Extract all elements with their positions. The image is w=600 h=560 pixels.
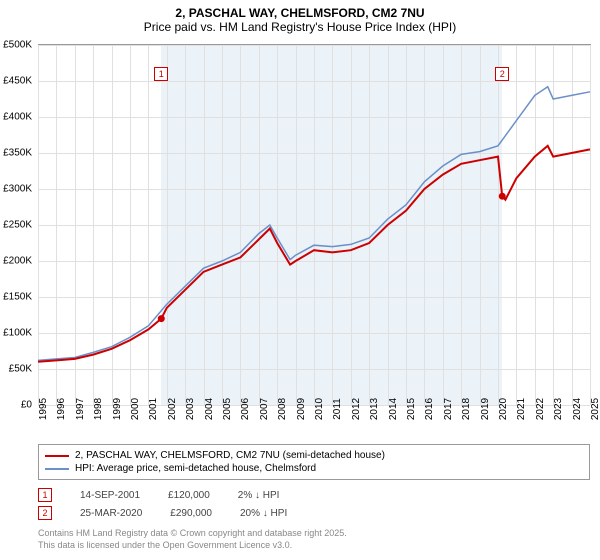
xtick-label: 2002 <box>167 398 178 420</box>
marker-date-1: 14-SEP-2001 <box>80 490 140 501</box>
xtick-label: 2007 <box>259 398 270 420</box>
legend-row-property: 2, PASCHAL WAY, CHELMSFORD, CM2 7NU (sem… <box>45 449 583 462</box>
xtick-label: 2012 <box>351 398 362 420</box>
xtick-label: 1996 <box>56 398 67 420</box>
ytick-label: £400K <box>3 112 32 123</box>
xtick-label: 2008 <box>277 398 288 420</box>
sale-dot <box>499 193 506 200</box>
marker-row-1: 1 14-SEP-2001 £120,000 2% ↓ HPI <box>38 486 590 504</box>
ytick-label: £250K <box>3 220 32 231</box>
xtick-label: 1999 <box>112 398 123 420</box>
legend-label-property: 2, PASCHAL WAY, CHELMSFORD, CM2 7NU (sem… <box>75 450 385 461</box>
marker-date-2: 25-MAR-2020 <box>80 508 142 519</box>
ytick-label: £0 <box>21 400 32 411</box>
xtick-label: 2018 <box>461 398 472 420</box>
line-series <box>38 45 590 405</box>
xtick-label: 2001 <box>148 398 159 420</box>
xtick-label: 2005 <box>222 398 233 420</box>
xtick-label: 2021 <box>516 398 527 420</box>
legend-and-footer: 2, PASCHAL WAY, CHELMSFORD, CM2 7NU (sem… <box>38 444 590 551</box>
marker-badge-1: 1 <box>38 488 52 502</box>
series-hpi <box>38 87 590 361</box>
xtick-label: 2025 <box>590 398 600 420</box>
attribution-line1: Contains HM Land Registry data © Crown c… <box>38 528 590 540</box>
ytick-label: £500K <box>3 40 32 51</box>
xtick-label: 2006 <box>240 398 251 420</box>
series-property <box>38 146 590 362</box>
chart-area: £0£50K£100K£150K£200K£250K£300K£350K£400… <box>38 44 591 405</box>
chart-marker-2: 2 <box>495 67 509 81</box>
xtick-label: 2020 <box>498 398 509 420</box>
xtick-label: 2009 <box>296 398 307 420</box>
xtick-label: 2014 <box>388 398 399 420</box>
chart-container: 2, PASCHAL WAY, CHELMSFORD, CM2 7NU Pric… <box>0 0 600 560</box>
xtick-label: 2000 <box>130 398 141 420</box>
xtick-label: 2010 <box>314 398 325 420</box>
xtick-label: 2015 <box>406 398 417 420</box>
xtick-label: 1995 <box>38 398 49 420</box>
marker-row-2: 2 25-MAR-2020 £290,000 20% ↓ HPI <box>38 504 590 522</box>
xtick-label: 2003 <box>185 398 196 420</box>
xtick-label: 2013 <box>369 398 380 420</box>
xtick-label: 2023 <box>553 398 564 420</box>
legend-row-hpi: HPI: Average price, semi-detached house,… <box>45 462 583 475</box>
ytick-label: £450K <box>3 76 32 87</box>
marker-price-1: £120,000 <box>168 490 210 501</box>
title-subtitle: Price paid vs. HM Land Registry's House … <box>0 20 600 34</box>
xtick-label: 1998 <box>93 398 104 420</box>
legend-frame: 2, PASCHAL WAY, CHELMSFORD, CM2 7NU (sem… <box>38 444 590 480</box>
ytick-label: £100K <box>3 328 32 339</box>
xtick-label: 1997 <box>75 398 86 420</box>
xtick-label: 2004 <box>204 398 215 420</box>
marker-delta-1: 2% ↓ HPI <box>238 490 280 501</box>
legend-swatch-hpi <box>45 468 69 470</box>
legend-swatch-property <box>45 455 69 457</box>
xtick-label: 2017 <box>443 398 454 420</box>
marker-badge-2: 2 <box>38 506 52 520</box>
title-address: 2, PASCHAL WAY, CHELMSFORD, CM2 7NU <box>0 6 600 20</box>
title-block: 2, PASCHAL WAY, CHELMSFORD, CM2 7NU Pric… <box>0 0 600 34</box>
legend-label-hpi: HPI: Average price, semi-detached house,… <box>75 463 316 474</box>
chart-marker-1: 1 <box>154 67 168 81</box>
attribution: Contains HM Land Registry data © Crown c… <box>38 528 590 551</box>
marker-table: 1 14-SEP-2001 £120,000 2% ↓ HPI 2 25-MAR… <box>38 486 590 522</box>
marker-delta-2: 20% ↓ HPI <box>240 508 287 519</box>
sale-dot <box>158 315 165 322</box>
ytick-label: £200K <box>3 256 32 267</box>
marker-price-2: £290,000 <box>170 508 212 519</box>
xtick-label: 2011 <box>332 398 343 420</box>
ytick-label: £350K <box>3 148 32 159</box>
ytick-label: £150K <box>3 292 32 303</box>
xtick-label: 2016 <box>424 398 435 420</box>
xtick-label: 2022 <box>535 398 546 420</box>
xtick-label: 2024 <box>572 398 583 420</box>
ytick-label: £50K <box>9 364 32 375</box>
ytick-label: £300K <box>3 184 32 195</box>
xtick-label: 2019 <box>480 398 491 420</box>
attribution-line2: This data is licensed under the Open Gov… <box>38 540 590 552</box>
